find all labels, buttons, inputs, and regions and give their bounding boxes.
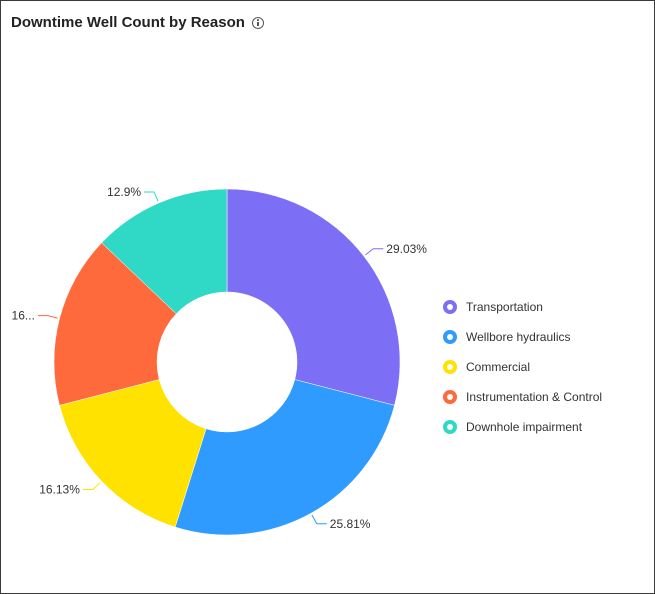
- legend-label: Wellbore hydraulics: [466, 330, 571, 344]
- legend-label: Transportation: [466, 300, 543, 314]
- legend-label: Instrumentation & Control: [466, 390, 603, 404]
- slice-label: 16...: [12, 309, 35, 323]
- slice-commercial[interactable]: [59, 379, 207, 528]
- slice-label: 16.13%: [39, 482, 80, 496]
- legend-label: Downhole impairment: [466, 420, 583, 434]
- leader-line: [365, 248, 384, 256]
- chart-title: Downtime Well Count by Reason: [11, 14, 245, 31]
- legend-item[interactable]: Instrumentation & Control: [443, 382, 602, 412]
- leader-line: [311, 514, 327, 525]
- legend-marker-icon: [443, 360, 457, 374]
- legend-item[interactable]: Transportation: [443, 292, 602, 322]
- legend-item[interactable]: Wellbore hydraulics: [443, 322, 602, 352]
- legend-item[interactable]: Commercial: [443, 352, 602, 382]
- title-row: Downtime Well Count by Reason: [11, 14, 264, 31]
- legend-marker-icon: [443, 390, 457, 404]
- slice-instrumentation-control[interactable]: [53, 242, 177, 406]
- slice-label: 29.03%: [386, 242, 427, 256]
- leader-line: [37, 315, 58, 319]
- slice-wellbore-hydraulics[interactable]: [174, 379, 395, 536]
- chart-legend: Transportation Wellbore hydraulics Commerc…: [443, 292, 602, 442]
- legend-marker-icon: [443, 330, 457, 344]
- legend-label: Commercial: [466, 360, 531, 374]
- leader-line: [144, 191, 159, 202]
- slice-downhole-impairment[interactable]: [101, 188, 228, 315]
- leader-line: [82, 482, 101, 490]
- legend-item[interactable]: Downhole impairment: [443, 412, 602, 442]
- legend-marker-icon: [443, 300, 457, 314]
- slice-label: 25.81%: [330, 517, 371, 531]
- legend-marker-icon: [443, 420, 457, 434]
- slice-label: 12.9%: [107, 185, 141, 199]
- info-icon[interactable]: [251, 16, 264, 29]
- slice-transportation[interactable]: [226, 188, 401, 406]
